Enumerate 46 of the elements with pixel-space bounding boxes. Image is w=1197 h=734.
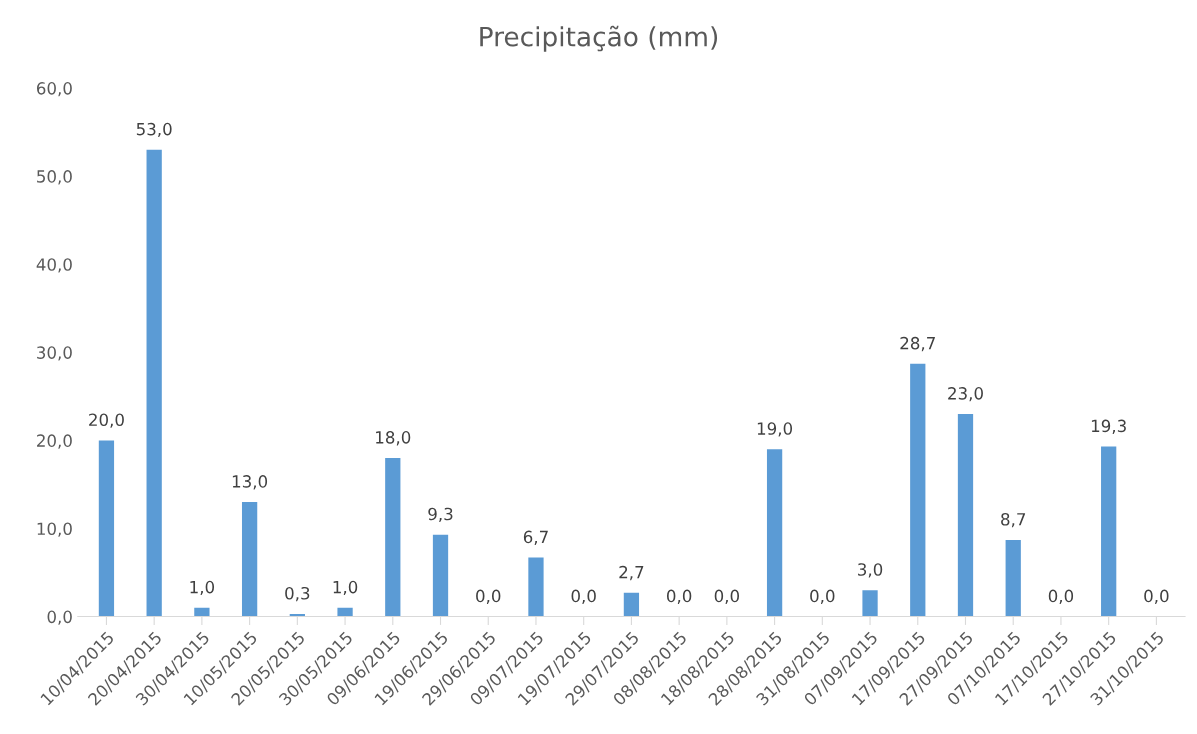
bar (146, 149, 162, 617)
bar (337, 607, 353, 617)
y-tick-label: 40,0 (36, 258, 72, 273)
data-label: 53,0 (136, 122, 172, 138)
data-label: 6,7 (523, 530, 548, 545)
data-label: 8,7 (1001, 512, 1026, 528)
data-label: 23,0 (948, 387, 983, 402)
bar (1101, 446, 1117, 617)
bar (432, 534, 449, 617)
chart-title: Precipitação (mm) (480, 25, 718, 52)
data-label: 28,7 (900, 336, 935, 352)
data-label: 3,0 (858, 563, 883, 578)
data-label: 9,3 (428, 507, 453, 523)
data-label: 0,0 (1048, 589, 1074, 604)
data-label: 1,0 (333, 580, 358, 596)
bar (623, 592, 640, 617)
data-label: 19,3 (1091, 419, 1126, 434)
data-label: 0,3 (285, 586, 310, 602)
y-tick-label: 10,0 (37, 522, 72, 537)
y-tick-label: 50,0 (37, 170, 72, 185)
data-label: 20,0 (89, 413, 124, 428)
bar (766, 449, 783, 617)
data-label: 0,0 (1144, 589, 1169, 604)
data-label: 0,0 (666, 589, 692, 604)
bar (385, 458, 401, 617)
data-label: 0,0 (714, 589, 740, 604)
y-tick-label: 20,0 (37, 434, 72, 449)
data-label: 2,7 (619, 565, 644, 581)
bar (910, 363, 926, 617)
data-label: 1,0 (190, 580, 215, 596)
bar (241, 502, 258, 617)
data-label: 13,0 (232, 475, 268, 490)
bar (862, 590, 878, 617)
y-tick-label: 30,0 (37, 346, 72, 361)
y-tick-label: 60,0 (37, 82, 72, 97)
bar (1005, 539, 1021, 617)
data-label: 18,0 (376, 431, 411, 446)
data-label: 19,0 (757, 422, 793, 437)
data-label: 0,0 (571, 589, 596, 604)
data-label: 0,0 (810, 589, 835, 604)
bar (98, 440, 115, 617)
bar (194, 607, 210, 617)
bar (957, 413, 974, 617)
bar (528, 557, 544, 617)
y-tick-label: 0,0 (47, 610, 72, 625)
data-label: 0,0 (476, 589, 501, 604)
